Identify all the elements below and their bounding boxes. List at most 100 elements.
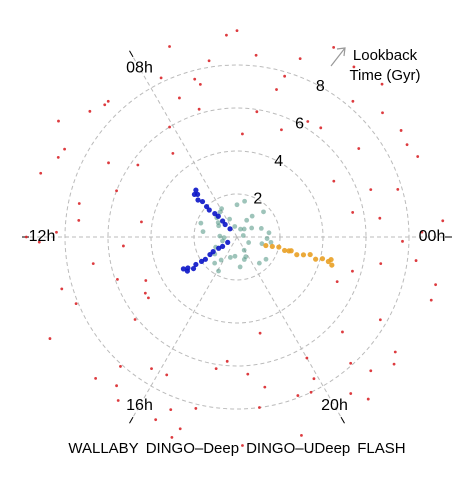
point [225, 239, 231, 245]
point [214, 367, 218, 371]
point [115, 189, 118, 193]
point [241, 132, 244, 136]
point [269, 243, 275, 250]
point [198, 220, 204, 226]
point [258, 225, 264, 231]
point [178, 427, 182, 431]
point [144, 279, 148, 282]
point [133, 318, 137, 321]
axis-arrow-head [336, 47, 346, 57]
legend-entry: DINGO–Deep [146, 440, 239, 457]
axis-arrow [330, 47, 346, 67]
point [178, 96, 181, 100]
point [258, 406, 261, 409]
point [198, 82, 202, 86]
point [216, 245, 222, 251]
point [165, 373, 169, 377]
point [197, 107, 201, 111]
x-tick-label: 20h [321, 397, 348, 414]
point [119, 365, 122, 368]
point [150, 367, 153, 371]
tick-mark [340, 416, 345, 424]
point [39, 171, 43, 175]
point [225, 33, 228, 37]
point [193, 261, 199, 268]
grid-spoke [236, 236, 345, 424]
y-tick-label: 6 [295, 115, 304, 132]
point [332, 45, 336, 49]
point [116, 399, 120, 402]
point [298, 57, 302, 61]
point [275, 88, 278, 91]
point [280, 128, 283, 132]
point [238, 226, 243, 232]
point [225, 359, 229, 363]
point [351, 211, 355, 214]
point [57, 119, 60, 123]
point [420, 230, 424, 234]
point [191, 191, 198, 198]
point [335, 280, 339, 283]
point [380, 82, 384, 86]
point [261, 209, 266, 215]
point [77, 218, 81, 222]
point [60, 287, 64, 291]
point [244, 217, 250, 223]
grid-spoke [129, 50, 238, 238]
point [159, 76, 163, 80]
point [263, 256, 269, 262]
point [206, 207, 212, 213]
point [379, 262, 383, 266]
point [405, 143, 409, 147]
point [249, 213, 255, 219]
point [227, 226, 233, 232]
point [180, 266, 187, 272]
point [378, 318, 382, 322]
point [193, 77, 197, 81]
point [48, 337, 52, 340]
point [107, 161, 110, 165]
point [221, 235, 227, 241]
point [55, 230, 58, 234]
point [147, 296, 150, 300]
point [215, 213, 221, 219]
point [170, 435, 174, 439]
point [74, 302, 78, 306]
point [154, 418, 158, 422]
point [319, 126, 323, 130]
point [241, 247, 247, 253]
point [63, 147, 66, 151]
x-tick-label: 12h [29, 228, 56, 245]
point [366, 397, 370, 401]
point [241, 226, 247, 232]
point [319, 256, 326, 262]
point [369, 369, 373, 373]
point [199, 198, 206, 205]
point [351, 99, 355, 103]
point [222, 221, 228, 228]
point [414, 259, 418, 262]
point [215, 220, 221, 226]
y-tick-label: 8 [316, 78, 325, 95]
point [217, 233, 223, 239]
point [242, 198, 247, 204]
point [116, 277, 119, 281]
point [328, 256, 334, 263]
point [263, 242, 269, 249]
point [232, 253, 238, 259]
point [88, 109, 92, 113]
y-axis-label: Lookback Time (Gyr) [349, 47, 421, 84]
point [283, 74, 287, 78]
point [246, 240, 252, 245]
point [103, 103, 107, 107]
point [393, 350, 397, 354]
x-tick-label: 00h [419, 228, 446, 245]
point [140, 220, 143, 224]
point [306, 120, 310, 123]
point [357, 147, 361, 150]
point [227, 255, 233, 260]
point [258, 331, 262, 335]
point [235, 29, 239, 32]
y-tick-label: 2 [253, 191, 262, 208]
